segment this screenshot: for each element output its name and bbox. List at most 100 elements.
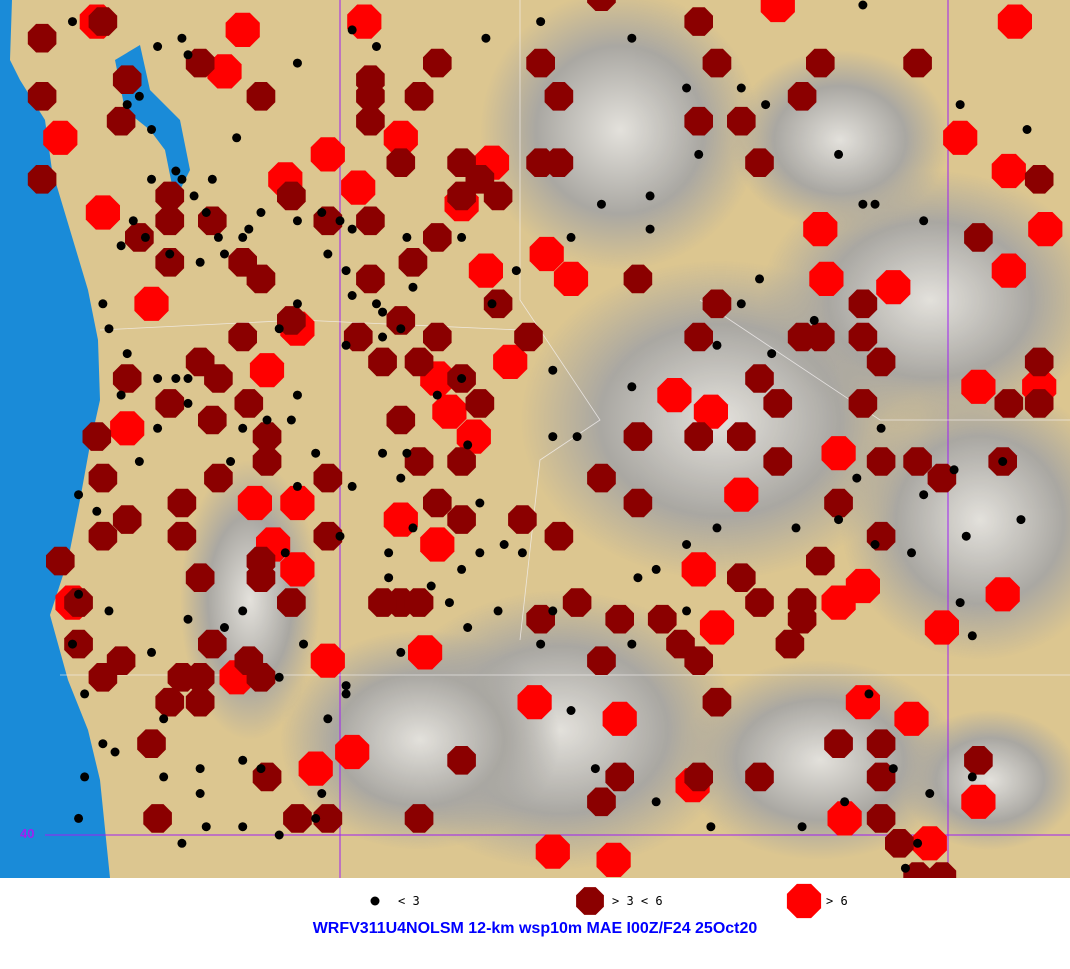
station-marker-low [797,822,807,832]
station-marker-low [858,199,868,209]
pacific-ocean [0,0,110,878]
station-marker-mid [623,264,653,294]
legend-label-mid: > 3 < 6 [612,894,663,908]
station-marker-low [280,548,290,558]
station-marker-low [651,564,661,574]
legend-label-high: > 6 [826,894,848,908]
station-marker-low [712,340,722,350]
station-marker-mid [508,505,537,534]
station-marker-low [517,548,527,558]
station-marker-mid [246,264,276,294]
station-marker-mid [137,729,166,758]
station-marker-high [553,261,589,296]
station-marker-low [159,772,169,782]
station-marker-low [238,755,248,765]
station-marker-mid [106,646,136,675]
station-marker-high [493,344,528,379]
station-marker-mid [155,389,185,418]
station-marker-mid [745,762,774,792]
station-marker-mid [903,48,932,78]
station-marker-high [529,236,564,272]
station-marker-low [457,374,467,383]
low-error-stations [67,0,1032,873]
station-marker-low [426,581,436,591]
station-marker-low [347,224,357,234]
station-marker-high [657,378,692,413]
station-marker-mid [763,389,793,418]
station-marker-low [572,432,582,442]
station-marker-low [347,291,357,300]
station-marker-high [894,701,929,736]
station-marker-low [341,340,351,350]
station-marker-mid [866,804,896,833]
station-marker-low [371,42,381,51]
station-marker-mid [666,629,695,659]
station-marker-low [919,490,929,500]
station-marker-low [201,208,211,217]
station-marker-mid [562,588,592,617]
station-marker-low [371,299,381,309]
station-marker-low [536,639,546,649]
station-marker-mid [368,347,397,377]
station-marker-mid [252,447,282,476]
station-marker-low [74,589,84,599]
station-marker-high [961,784,996,819]
station-marker-high [596,842,631,877]
station-marker-mid [447,505,476,534]
station-marker-mid [787,604,817,634]
station-marker-low [177,33,187,43]
station-marker-low [347,481,357,491]
station-marker-mid [155,248,185,277]
station-marker-low [104,606,114,616]
station-marker-high [845,685,880,720]
station-marker-high [821,436,856,471]
station-marker-low [134,457,144,466]
station-marker-mid [404,347,434,377]
station-marker-mid [848,322,878,352]
station-marker-low [682,540,692,549]
station-marker-high [383,120,418,155]
station-marker-low [311,813,321,823]
station-marker-low [378,307,388,317]
station-marker-low [566,706,576,715]
station-marker-low [444,598,454,608]
station-marker-high [110,411,145,446]
station-marker-mid [1024,347,1054,377]
station-marker-low [706,822,716,832]
station-map [0,0,1070,878]
latitude-label: 40 [20,826,35,841]
station-marker-low [244,224,254,234]
station-marker-low [511,266,521,276]
station-marker-low [189,191,199,201]
station-marker-mid [143,804,172,833]
station-marker-low [207,174,217,184]
station-marker-mid [88,7,118,36]
station-marker-high [420,527,455,562]
station-marker-mid [82,422,112,451]
station-marker-low [122,349,132,359]
station-marker-mid [386,405,416,435]
station-marker-low [116,241,126,251]
station-marker-mid [356,106,385,136]
station-marker-low [408,282,418,292]
station-marker-high [760,0,795,23]
station-marker-mid [404,804,434,833]
station-marker-mid [88,463,118,493]
station-marker-mid [1024,389,1054,418]
station-marker-mid [745,148,774,177]
station-marker-low [177,838,187,848]
station-marker-low [645,191,655,201]
station-marker-mid [447,746,476,775]
station-marker-high [535,834,570,869]
station-marker-mid [356,264,385,294]
station-marker-low [153,42,163,51]
station-marker-mid [684,422,713,451]
station-marker-low [347,25,357,35]
station-marker-low [548,606,558,616]
station-marker-low [396,647,406,657]
station-marker-low [384,548,394,558]
station-marker-mid [544,521,574,551]
station-marker-mid [356,82,385,111]
station-marker-low [299,639,309,649]
station-marker-mid [903,447,932,476]
